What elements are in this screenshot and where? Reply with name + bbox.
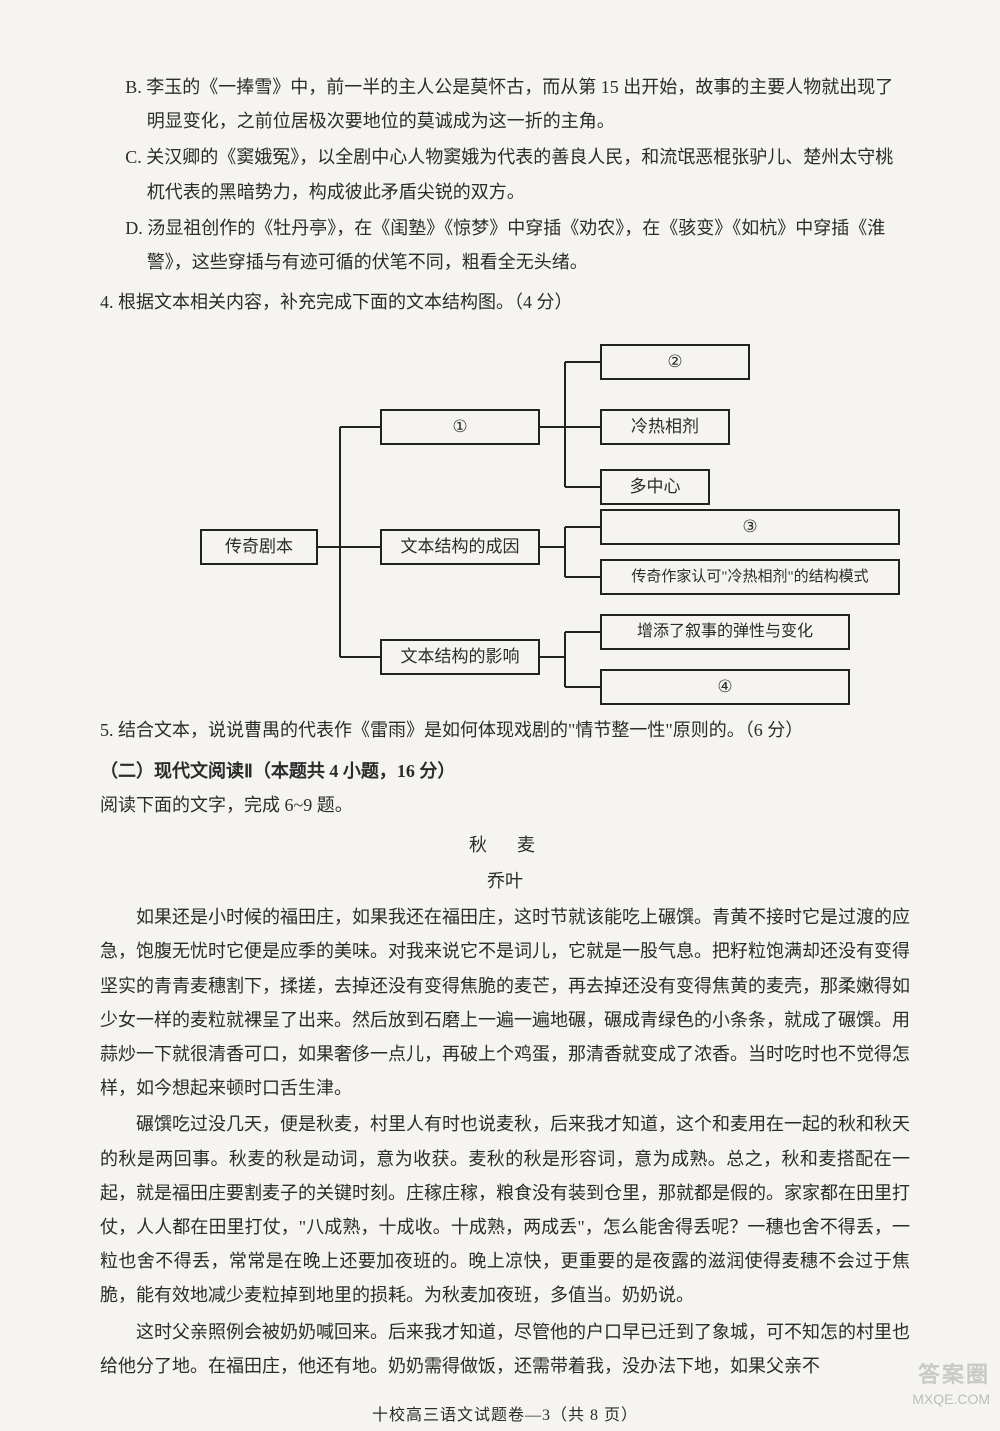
essay-para-2: 碾馔吃过没几天，便是秋麦，村里人有时也说麦秋，后来我才知道，这个和麦用在一起的秋…: [100, 1107, 910, 1312]
diagram-leaf-blank4: ④: [600, 669, 850, 705]
section-2-instruction: 阅读下面的文字，完成 6~9 题。: [100, 788, 910, 822]
essay-para-3: 这时父亲照例会被奶奶喊回来。后来我才知道，尽管他的户口早已迁到了象城，可不知怎的…: [100, 1315, 910, 1383]
section-2-title: （二）现代文阅读Ⅱ（本题共 4 小题，16 分）: [100, 754, 910, 788]
essay-title: 秋 麦: [100, 828, 910, 862]
diagram-leaf-multicenter: 多中心: [600, 469, 710, 505]
question-4: 4. 根据文本相关内容，补充完成下面的文本结构图。（4 分）: [100, 285, 910, 319]
question-5: 5. 结合文本，说说曹禺的代表作《雷雨》是如何体现戏剧的"情节整一性"原则的。（…: [100, 713, 910, 747]
option-d-text: 汤显祖创作的《牡丹亭》，在《闺塾》《惊梦》中穿插《劝农》，在《骇变》《如杭》中穿…: [147, 218, 885, 272]
structure-diagram: 传奇剧本 ① ② 冷热相剂 多中心 文本结构的成因 ③ 传奇作家认可"冷热相剂"…: [200, 327, 920, 707]
option-d: D. 汤显祖创作的《牡丹亭》，在《闺塾》《惊梦》中穿插《劝农》，在《骇变》《如杭…: [100, 211, 910, 279]
option-b: B. 李玉的《一捧雪》中，前一半的主人公是莫怀古，而从第 15 出开始，故事的主…: [100, 70, 910, 138]
diagram-leaf-recognize: 传奇作家认可"冷热相剂"的结构模式: [600, 559, 900, 595]
page-footer: 十校高三语文试题卷—3（共 8 页）: [100, 1401, 910, 1431]
diagram-mid1-blank: ①: [380, 409, 540, 445]
diagram-mid3: 文本结构的影响: [380, 639, 540, 675]
option-c-text: 关汉卿的《窦娥冤》，以全剧中心人物窦娥为代表的善良人民，和流氓恶棍张驴儿、楚州太…: [146, 147, 893, 201]
option-c: C. 关汉卿的《窦娥冤》，以全剧中心人物窦娥为代表的善良人民，和流氓恶棍张驴儿、…: [100, 140, 910, 208]
option-b-text: 李玉的《一捧雪》中，前一半的主人公是莫怀古，而从第 15 出开始，故事的主要人物…: [146, 77, 893, 131]
essay-para-1: 如果还是小时候的福田庄，如果我还在福田庄，这时节就该能吃上碾馔。青黄不接时它是过…: [100, 900, 910, 1105]
watermark-line2: MXQE.COM: [912, 1390, 990, 1408]
diagram-mid2: 文本结构的成因: [380, 529, 540, 565]
essay-author: 乔叶: [100, 864, 910, 898]
diagram-leaf-blank3: ③: [600, 509, 900, 545]
diagram-leaf-flex: 增添了叙事的弹性与变化: [600, 614, 850, 650]
diagram-leaf-coldhot: 冷热相剂: [600, 409, 730, 445]
watermark: 答案圈 MXQE.COM: [912, 1361, 990, 1408]
diagram-leaf-blank2: ②: [600, 344, 750, 380]
watermark-line1: 答案圈: [912, 1361, 990, 1390]
diagram-root: 传奇剧本: [200, 529, 318, 565]
